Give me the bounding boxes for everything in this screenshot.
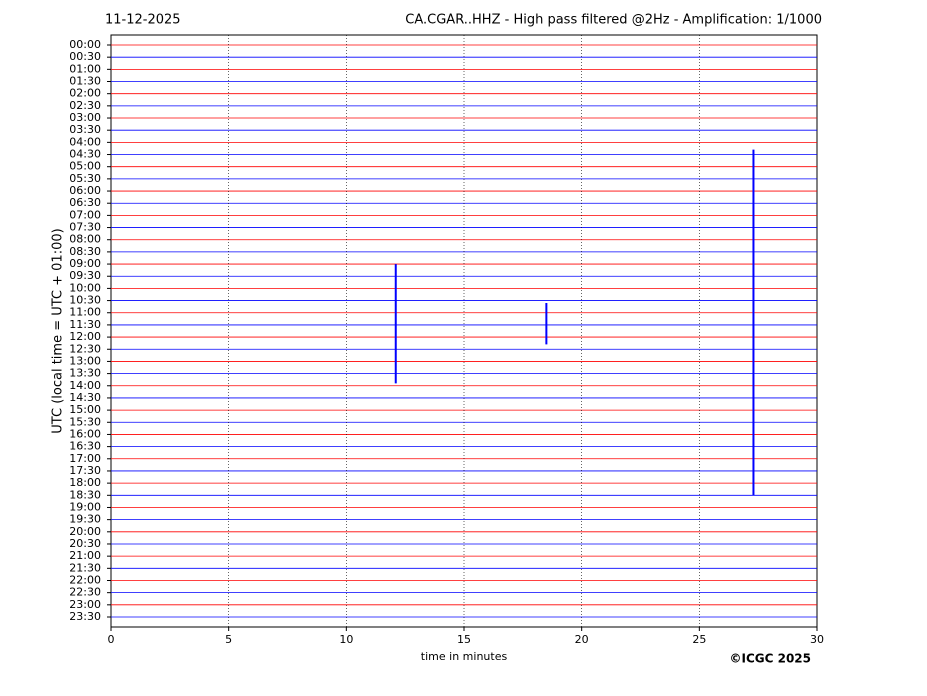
plot-frame <box>110 34 818 628</box>
y-tick-label: 19:00 <box>69 500 101 513</box>
y-tick-label: 06:30 <box>69 196 101 209</box>
y-tick-label: 19:30 <box>69 513 101 526</box>
y-tick-label: 09:30 <box>69 269 101 282</box>
y-tick-label: 21:00 <box>69 549 101 562</box>
x-tick-label: 10 <box>339 633 353 646</box>
y-tick-label: 06:00 <box>69 184 101 197</box>
y-tick-label: 10:00 <box>69 281 101 294</box>
y-tick-label: 03:30 <box>69 123 101 136</box>
y-tick-label: 08:30 <box>69 245 101 258</box>
y-tick-label: 02:30 <box>69 99 101 112</box>
y-tick-label: 20:00 <box>69 525 101 538</box>
y-tick-label: 12:00 <box>69 330 101 343</box>
y-tick-label: 22:00 <box>69 573 101 586</box>
y-tick-label: 08:00 <box>69 233 101 246</box>
y-tick-label: 21:30 <box>69 561 101 574</box>
y-tick-label: 05:00 <box>69 160 101 173</box>
x-tick-label: 25 <box>692 633 706 646</box>
x-axis-label: time in minutes <box>421 650 508 663</box>
y-tick-label: 09:00 <box>69 257 101 270</box>
y-tick-label: 11:30 <box>69 318 101 331</box>
y-tick-label: 07:30 <box>69 221 101 234</box>
y-tick-label: 17:00 <box>69 452 101 465</box>
y-tick-label: 13:00 <box>69 354 101 367</box>
y-tick-label: 07:00 <box>69 208 101 221</box>
y-tick-label: 10:30 <box>69 294 101 307</box>
x-tick-label: 15 <box>457 633 471 646</box>
y-axis-label: UTC (local time = UTC + 01:00) <box>51 228 66 433</box>
y-tick-label: 02:00 <box>69 87 101 100</box>
y-tick-label: 22:30 <box>69 586 101 599</box>
y-tick-label: 18:00 <box>69 476 101 489</box>
y-tick-label: 05:30 <box>69 172 101 185</box>
chart-title: CA.CGAR..HHZ - High pass filtered @2Hz -… <box>405 13 822 28</box>
y-tick-label: 23:30 <box>69 610 101 623</box>
y-tick-label: 13:30 <box>69 367 101 380</box>
y-tick-label: 03:00 <box>69 111 101 124</box>
y-tick-label: 14:30 <box>69 391 101 404</box>
y-tick-label: 00:30 <box>69 50 101 63</box>
y-tick-label: 17:30 <box>69 464 101 477</box>
y-tick-label: 04:00 <box>69 135 101 148</box>
credit: ©ICGC 2025 <box>729 652 811 666</box>
y-tick-label: 16:30 <box>69 440 101 453</box>
y-tick-label: 14:00 <box>69 379 101 392</box>
x-tick-label: 20 <box>575 633 589 646</box>
y-tick-label: 11:00 <box>69 306 101 319</box>
x-tick-label: 30 <box>810 633 824 646</box>
y-tick-label: 15:00 <box>69 403 101 416</box>
y-tick-label: 23:00 <box>69 598 101 611</box>
date: 11-12-2025 <box>105 13 181 28</box>
x-tick-label: 5 <box>225 633 232 646</box>
y-tick-label: 18:30 <box>69 488 101 501</box>
y-tick-label: 04:30 <box>69 148 101 161</box>
y-tick-label: 15:30 <box>69 415 101 428</box>
x-tick-label: 0 <box>108 633 115 646</box>
y-tick-label: 16:00 <box>69 427 101 440</box>
y-tick-label: 12:30 <box>69 342 101 355</box>
y-tick-label: 01:00 <box>69 62 101 75</box>
y-tick-label: 20:30 <box>69 537 101 550</box>
y-tick-label: 00:00 <box>69 38 101 51</box>
y-tick-label: 01:30 <box>69 75 101 88</box>
